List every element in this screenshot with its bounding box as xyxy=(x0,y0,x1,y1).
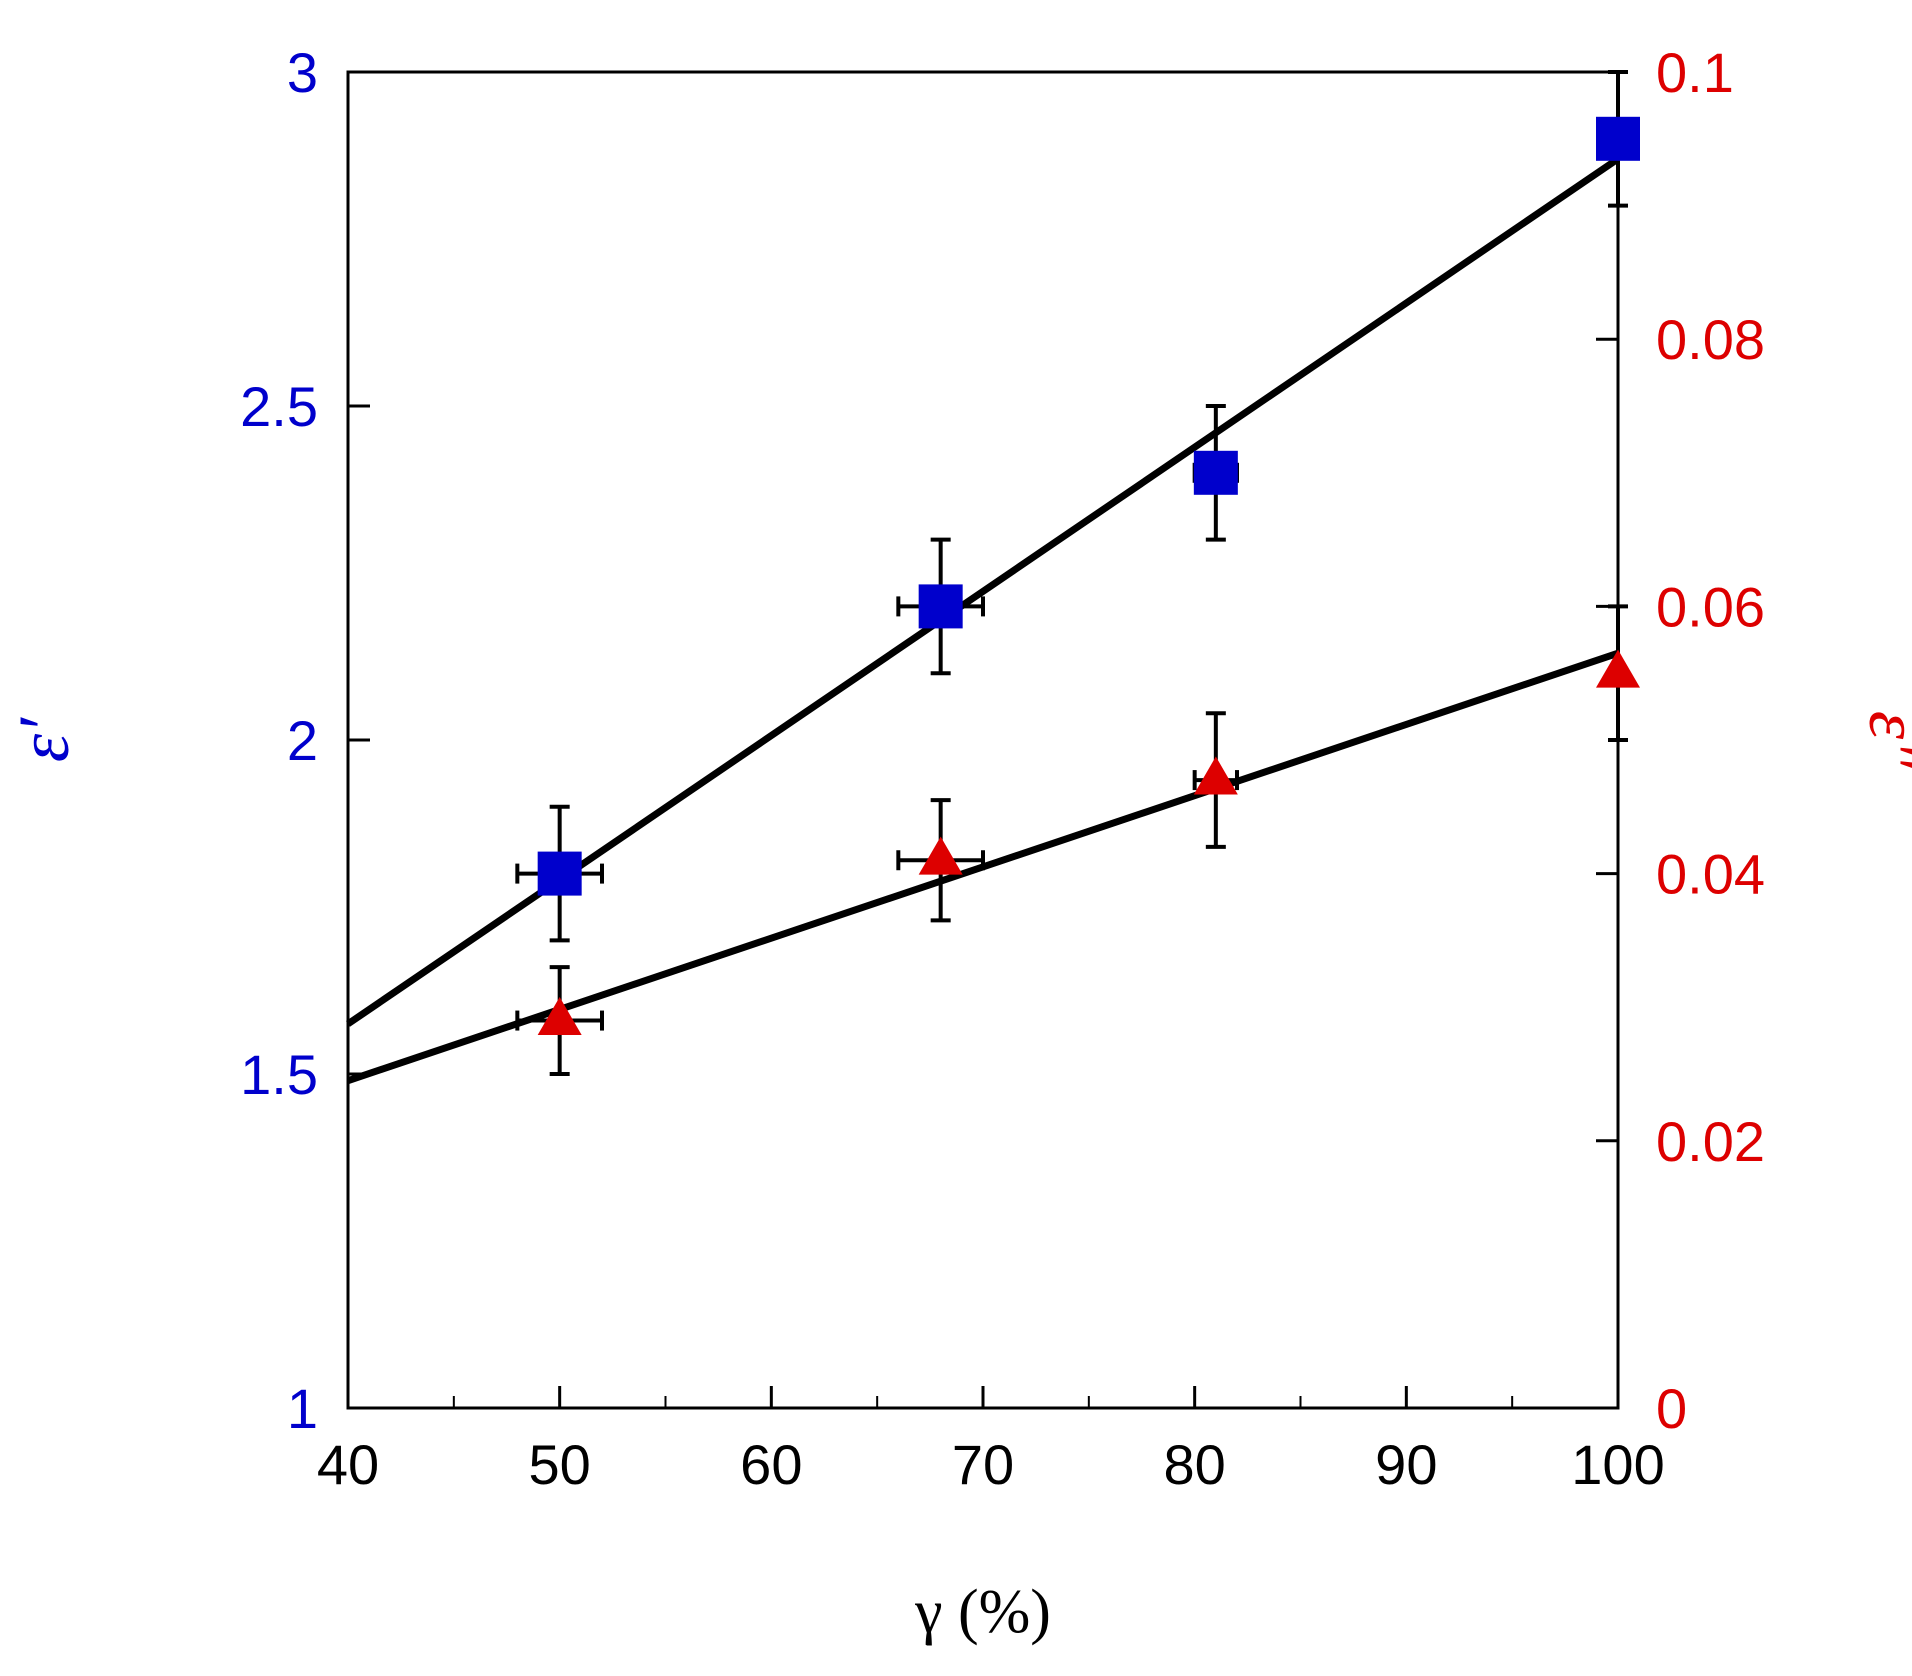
x-axis-ticks: 40 50 60 70 80 90 100 xyxy=(317,1386,1665,1496)
right-y-tick-label: 0.08 xyxy=(1656,308,1765,371)
right-y-tick-label: 0.06 xyxy=(1656,575,1765,638)
x-tick-label: 80 xyxy=(1164,1433,1226,1496)
x-tick-label: 90 xyxy=(1375,1433,1437,1496)
right-y-axis-ticks: 0 0.02 0.04 0.06 0.08 0.1 xyxy=(1596,41,1765,1440)
x-tick-label: 100 xyxy=(1571,1433,1664,1496)
left-y-tick-label: 1.5 xyxy=(240,1043,318,1106)
plot-frame xyxy=(346,70,1620,1410)
data-markers xyxy=(537,116,1640,1035)
x-tick-label: 60 xyxy=(740,1433,802,1496)
right-y-tick-label: 0 xyxy=(1656,1377,1687,1440)
x-tick-label: 70 xyxy=(952,1433,1014,1496)
left-y-tick-label: 2.5 xyxy=(240,375,318,438)
right-y-tick-label: 0.04 xyxy=(1656,843,1765,906)
x-axis-label: γ (%) xyxy=(914,1578,1051,1646)
left-y-axis-label: ε′ xyxy=(4,717,84,762)
data-point-triangle xyxy=(537,997,582,1035)
left-y-tick-label: 3 xyxy=(287,41,318,104)
data-point-triangle xyxy=(1193,756,1238,795)
right-y-tick-label: 0.1 xyxy=(1656,41,1734,104)
right-y-axis-label: ε″ xyxy=(1854,711,1912,770)
right-y-tick-label: 0.02 xyxy=(1656,1110,1765,1173)
error-bars xyxy=(515,70,1628,1076)
left-y-axis-ticks: 1 1.5 2 2.5 3 xyxy=(240,41,370,1440)
data-point-square xyxy=(537,851,582,896)
data-point-triangle xyxy=(1596,649,1640,688)
x-tick-label: 40 xyxy=(317,1433,379,1496)
data-point-square xyxy=(1596,116,1640,161)
data-point-square xyxy=(918,584,963,629)
left-y-tick-label: 1 xyxy=(287,1377,318,1440)
x-tick-label: 50 xyxy=(529,1433,591,1496)
left-y-tick-label: 2 xyxy=(287,709,318,772)
fit-lines xyxy=(346,155,1620,1084)
data-point-square xyxy=(1193,450,1238,495)
data-point-triangle xyxy=(918,836,963,875)
